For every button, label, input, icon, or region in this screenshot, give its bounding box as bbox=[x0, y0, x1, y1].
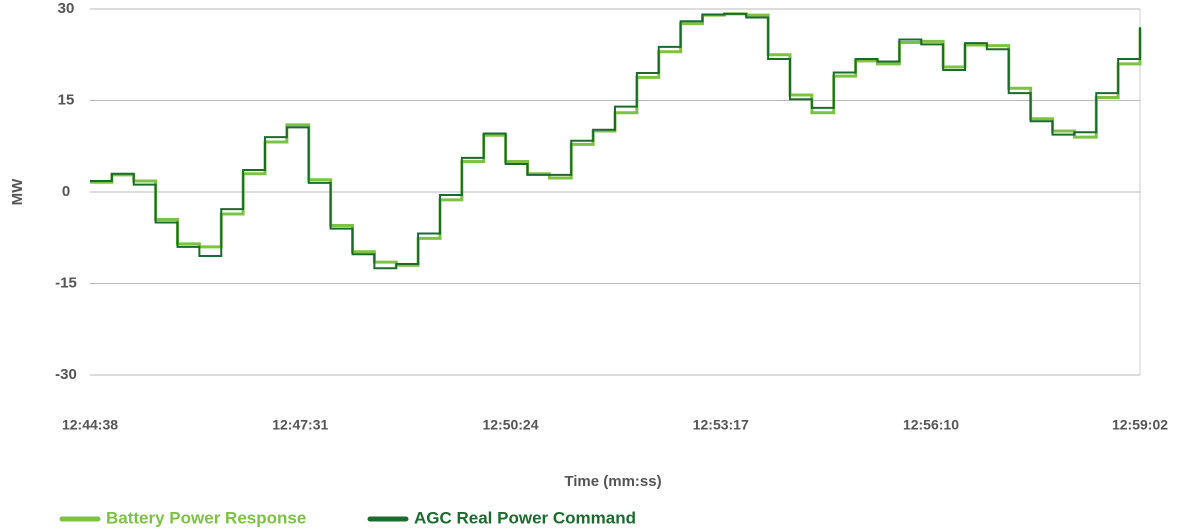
y-tick-label: 0 bbox=[62, 183, 70, 200]
series-line bbox=[90, 12, 1141, 270]
x-tick-label: 12:53:17 bbox=[693, 417, 749, 433]
x-tick-label: 12:56:10 bbox=[903, 417, 959, 433]
x-tick-label: 12:47:31 bbox=[272, 417, 328, 433]
y-tick-label: -15 bbox=[55, 274, 77, 291]
y-axis-title: MW bbox=[9, 178, 26, 205]
x-tick-label: 12:59:02 bbox=[1112, 417, 1168, 433]
legend-label: Battery Power Response bbox=[106, 508, 306, 527]
x-tick-label: 12:50:24 bbox=[482, 417, 538, 433]
legend-label: AGC Real Power Command bbox=[414, 508, 636, 527]
x-axis-title: Time (mm:ss) bbox=[564, 473, 661, 490]
series-line bbox=[90, 12, 1142, 267]
y-tick-label: 30 bbox=[58, 0, 75, 17]
x-tick-label: 12:44:38 bbox=[62, 417, 118, 433]
y-tick-label: -30 bbox=[55, 366, 77, 383]
y-tick-label: 15 bbox=[58, 91, 75, 108]
